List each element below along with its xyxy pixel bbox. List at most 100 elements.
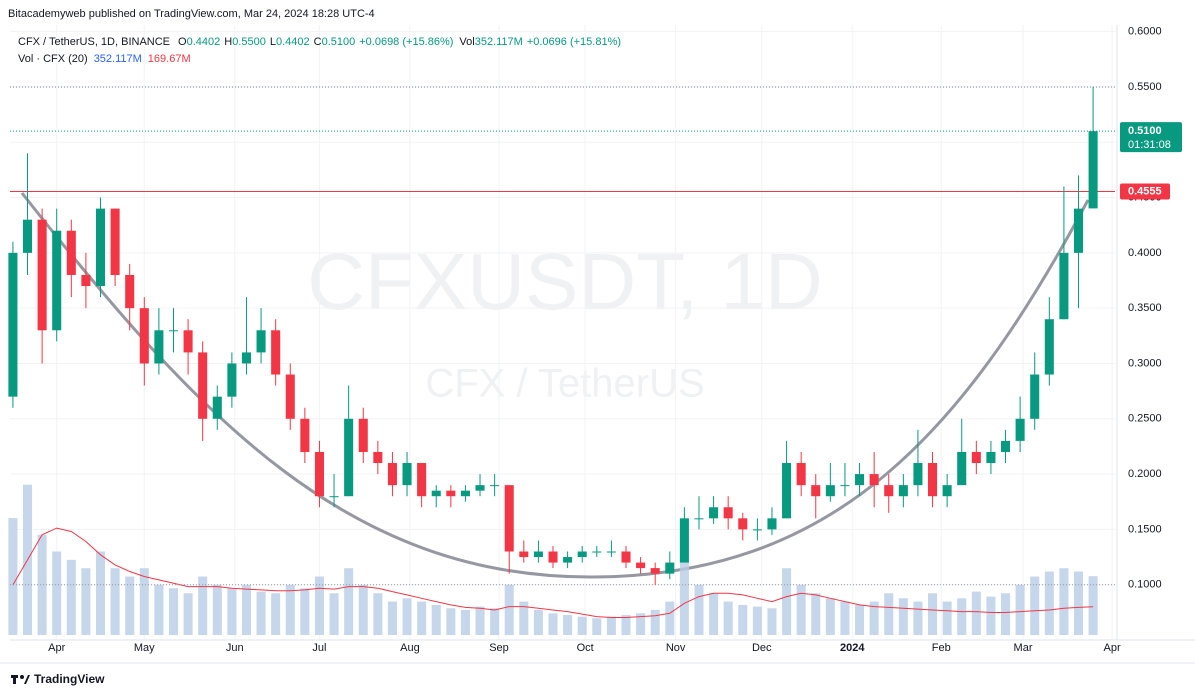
volume-bar xyxy=(198,576,208,635)
candle-body xyxy=(1030,374,1040,419)
candle-body xyxy=(271,330,281,375)
volume-bar xyxy=(577,616,587,635)
volume-bar xyxy=(1073,571,1084,635)
candle-body xyxy=(796,463,806,486)
volume-bar xyxy=(679,559,689,635)
y-tick-label: 0.2000 xyxy=(1128,468,1162,480)
volume-bar xyxy=(621,614,631,635)
volume-bar xyxy=(869,601,879,635)
volume-bar xyxy=(95,551,106,635)
candle-body xyxy=(300,418,310,452)
volume-bar xyxy=(665,601,675,635)
candle-body xyxy=(110,208,120,275)
candle-body xyxy=(373,451,383,464)
candle-body xyxy=(679,518,689,563)
candle-body xyxy=(125,274,135,309)
x-tick-label: Aug xyxy=(400,642,420,654)
volume-bar xyxy=(606,616,616,635)
candle-body xyxy=(8,252,18,397)
volume-bar xyxy=(913,601,923,635)
volume-bar xyxy=(417,601,427,635)
candle-body xyxy=(738,518,748,530)
candle-body xyxy=(475,485,485,491)
volume-bar xyxy=(168,588,179,635)
watermark-symbol: CFXUSDT, 1D xyxy=(307,237,823,326)
y-tick-label: 0.1000 xyxy=(1128,579,1162,591)
vol-value: 352.117M xyxy=(475,36,523,48)
y-tick-label: 0.3000 xyxy=(1128,357,1162,369)
volume-bar xyxy=(1059,568,1069,635)
candle-body xyxy=(621,551,631,563)
candle-body xyxy=(1059,252,1069,320)
ohlc-value: 0.5100 xyxy=(322,36,356,48)
candle-body xyxy=(168,330,179,332)
volume-bar xyxy=(490,608,500,635)
legend: CFX / TetherUS, 1D, BINANCE O0.4402 H0.550… xyxy=(18,36,621,48)
candle-body xyxy=(592,551,602,553)
ohlc-key: O xyxy=(178,36,187,48)
volume-bar xyxy=(723,601,733,635)
volume-bar xyxy=(212,584,222,635)
volume-bar xyxy=(139,568,149,635)
candle-body xyxy=(256,330,266,353)
footer-brand: TradingView xyxy=(34,672,105,686)
candle-body xyxy=(577,551,587,558)
y-tick-label: 0.2500 xyxy=(1128,413,1162,425)
ohlc-value: 0.4402 xyxy=(187,36,221,48)
candle-body xyxy=(1088,131,1098,209)
volume-bar xyxy=(738,604,748,635)
candle-body xyxy=(563,557,573,563)
candle-body xyxy=(387,463,397,486)
candle-body xyxy=(840,485,850,487)
candle-body xyxy=(869,474,879,486)
horizontal-line-label: 0.4555 xyxy=(1128,185,1162,197)
volume-bar xyxy=(358,584,368,635)
candle-body xyxy=(66,230,76,275)
candle-body xyxy=(1044,319,1054,375)
candle-body xyxy=(606,551,616,553)
vol-indicator-value: 352.117M xyxy=(94,53,142,65)
volume-bar xyxy=(431,604,441,635)
ohlc-key: H xyxy=(224,36,232,48)
candle-body xyxy=(855,474,865,486)
volume-bar xyxy=(402,598,412,635)
candle-body xyxy=(212,396,222,419)
candle-body xyxy=(183,330,193,353)
candle-body xyxy=(986,451,996,464)
candle-body xyxy=(446,490,456,497)
volume-bar xyxy=(1030,576,1040,635)
x-tick-label: Sep xyxy=(489,642,509,654)
x-tick-label: Jun xyxy=(226,642,244,654)
volume-bar xyxy=(650,609,660,635)
ohlc-value: 0.5500 xyxy=(232,36,266,48)
candle-body xyxy=(636,562,646,569)
candle-body xyxy=(709,507,719,519)
volume-bar xyxy=(928,593,938,635)
candle-body xyxy=(52,230,62,331)
last-price-tag xyxy=(1120,122,1182,153)
candle-body xyxy=(139,308,149,364)
last-price-label: 0.5100 xyxy=(1128,125,1162,137)
candle-body xyxy=(825,485,835,497)
volume-bar xyxy=(460,609,470,635)
candle-body xyxy=(533,551,543,558)
candle-body xyxy=(913,463,923,486)
volume-bar xyxy=(37,534,47,635)
candle-body xyxy=(752,529,762,531)
candle-body xyxy=(285,374,295,419)
volume-bar xyxy=(227,588,237,635)
volume-bar xyxy=(1044,571,1054,635)
candle-body xyxy=(665,562,675,574)
volume-bar xyxy=(241,584,251,635)
candle-body xyxy=(942,485,952,497)
volume-bar xyxy=(884,593,894,635)
volume-bar xyxy=(898,598,908,635)
y-tick-label: 0.5500 xyxy=(1128,81,1162,93)
volume-bar xyxy=(855,604,865,635)
volume-bar xyxy=(957,598,967,635)
volume-bar xyxy=(533,609,543,635)
y-tick-label: 0.1500 xyxy=(1128,523,1162,535)
candle-body xyxy=(548,551,558,563)
candle-body xyxy=(198,352,208,419)
